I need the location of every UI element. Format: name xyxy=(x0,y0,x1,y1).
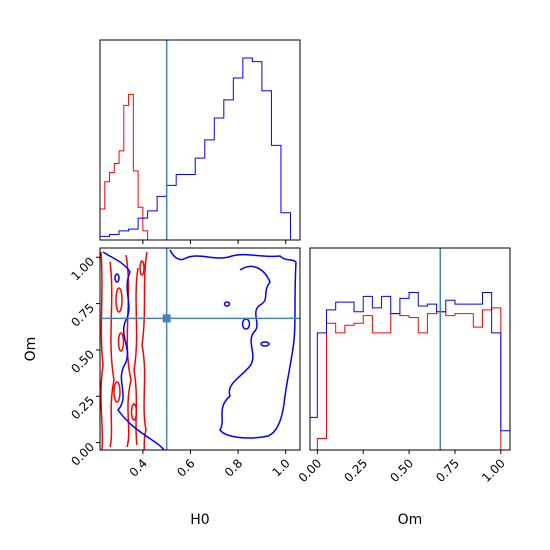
blue-contour-blob-2 xyxy=(241,318,251,330)
red-contour-outer-left xyxy=(100,251,104,450)
blue-contour-outer-left xyxy=(102,251,165,450)
blue-contour-blob-4 xyxy=(114,273,120,283)
contour-frame xyxy=(99,247,301,451)
om-histogram-panel: 0.00 0.25 0.50 0.75 1.00 Om xyxy=(296,247,511,528)
blue-contour-blob-3 xyxy=(260,341,270,347)
blue-contour-blob-1 xyxy=(223,301,231,307)
om-xtick-label-0: 0.00 xyxy=(296,456,325,485)
om-ytick-label-4: 1.00 xyxy=(68,254,97,283)
om-xtick-label-3: 0.75 xyxy=(433,456,462,485)
blue-posterior-contours xyxy=(102,249,297,450)
om-ytick-label-2: 0.50 xyxy=(68,347,97,376)
red-contour-blob-2 xyxy=(117,332,125,352)
blue-contour-right-region xyxy=(219,261,297,439)
om-histogram-blue xyxy=(310,292,510,450)
h0-histogram-panel xyxy=(99,39,301,244)
red-contour-inner-c xyxy=(133,267,139,446)
om-ytick-label-1: 0.25 xyxy=(68,393,97,422)
red-contour-inner-b xyxy=(125,254,132,448)
truth-marker xyxy=(162,314,171,323)
red-contour-outer-right xyxy=(141,251,148,450)
om-ytick-label-3: 0.75 xyxy=(68,301,97,330)
red-contour-blob-1 xyxy=(115,287,123,313)
om-axis-label-bottom: Om xyxy=(398,512,423,528)
h0-histogram-blue xyxy=(100,57,291,240)
red-contour-blob-5 xyxy=(130,403,138,421)
om-histogram-red xyxy=(316,307,502,450)
h0-tick-label-3: 1.0 xyxy=(269,456,292,479)
h0-tick-label-0: 0.4 xyxy=(127,456,150,479)
om-xtick-label-1: 0.25 xyxy=(342,456,371,485)
h0-om-contour-panel: 0.4 0.6 0.8 1.0 0.00 0.25 0.50 0.75 1.00 H0 Om xyxy=(23,247,301,528)
h0-tick-label-1: 0.6 xyxy=(174,456,197,479)
h0-histogram-red xyxy=(100,93,149,240)
red-contour-inner-a xyxy=(109,261,115,448)
red-contour-blob-4 xyxy=(139,260,145,276)
red-contour-blob-3 xyxy=(113,381,121,403)
h0-tick-label-2: 0.8 xyxy=(222,456,245,479)
om-xtick-label-2: 0.50 xyxy=(387,456,416,485)
blue-contour-top-edge xyxy=(169,249,297,263)
h0-histogram-frame xyxy=(99,39,301,241)
om-axis-label-left: Om xyxy=(23,337,39,362)
om-xtick-label-4: 1.00 xyxy=(479,456,508,485)
om-ytick-label-0: 0.00 xyxy=(68,440,97,469)
h0-axis-label: H0 xyxy=(190,512,209,528)
red-posterior-contours xyxy=(100,251,148,450)
om-histogram-frame xyxy=(309,247,511,451)
